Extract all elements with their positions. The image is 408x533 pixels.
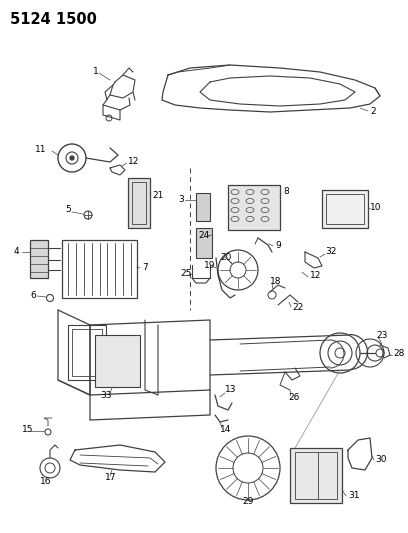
- Text: 3: 3: [178, 196, 184, 205]
- Text: 5124 1500: 5124 1500: [10, 12, 97, 27]
- Text: 25: 25: [180, 270, 191, 279]
- Bar: [62, 240, 137, 298]
- Bar: [228, 185, 280, 230]
- Text: 26: 26: [288, 393, 299, 402]
- Text: 22: 22: [292, 303, 303, 312]
- Text: 4: 4: [14, 247, 20, 256]
- Text: 29: 29: [242, 497, 253, 506]
- Bar: [196, 228, 212, 258]
- Text: 1: 1: [93, 68, 99, 77]
- Text: 7: 7: [142, 263, 148, 272]
- Text: 11: 11: [35, 146, 47, 155]
- Text: 15: 15: [22, 425, 33, 434]
- Bar: [290, 448, 342, 503]
- Text: 16: 16: [40, 478, 51, 487]
- Bar: [30, 240, 48, 278]
- Bar: [72, 329, 102, 376]
- Bar: [128, 178, 150, 228]
- Text: 21: 21: [152, 190, 163, 199]
- Bar: [326, 194, 364, 224]
- Circle shape: [70, 156, 74, 160]
- Text: 5: 5: [65, 206, 71, 214]
- Bar: [322, 190, 368, 228]
- Text: 6: 6: [30, 290, 36, 300]
- Text: 8: 8: [283, 188, 289, 197]
- Text: 24: 24: [198, 231, 209, 240]
- Text: 23: 23: [376, 330, 387, 340]
- Text: 33: 33: [100, 391, 111, 400]
- Bar: [132, 182, 146, 224]
- Text: 9: 9: [275, 240, 281, 249]
- Bar: [295, 452, 337, 499]
- Bar: [95, 335, 140, 387]
- Text: 14: 14: [220, 425, 231, 434]
- Text: 30: 30: [375, 456, 386, 464]
- Text: 13: 13: [225, 385, 237, 394]
- Text: 20: 20: [220, 254, 231, 262]
- Text: 19: 19: [204, 261, 215, 270]
- Text: 10: 10: [370, 203, 381, 212]
- Bar: [68, 325, 106, 380]
- Text: 28: 28: [393, 350, 404, 359]
- Text: 32: 32: [325, 247, 336, 256]
- Text: 17: 17: [105, 473, 117, 482]
- Text: 12: 12: [128, 157, 140, 166]
- Text: 18: 18: [270, 277, 282, 286]
- Text: 2: 2: [370, 108, 376, 117]
- Text: 12: 12: [310, 271, 322, 280]
- Bar: [196, 193, 210, 221]
- Text: 31: 31: [348, 491, 359, 500]
